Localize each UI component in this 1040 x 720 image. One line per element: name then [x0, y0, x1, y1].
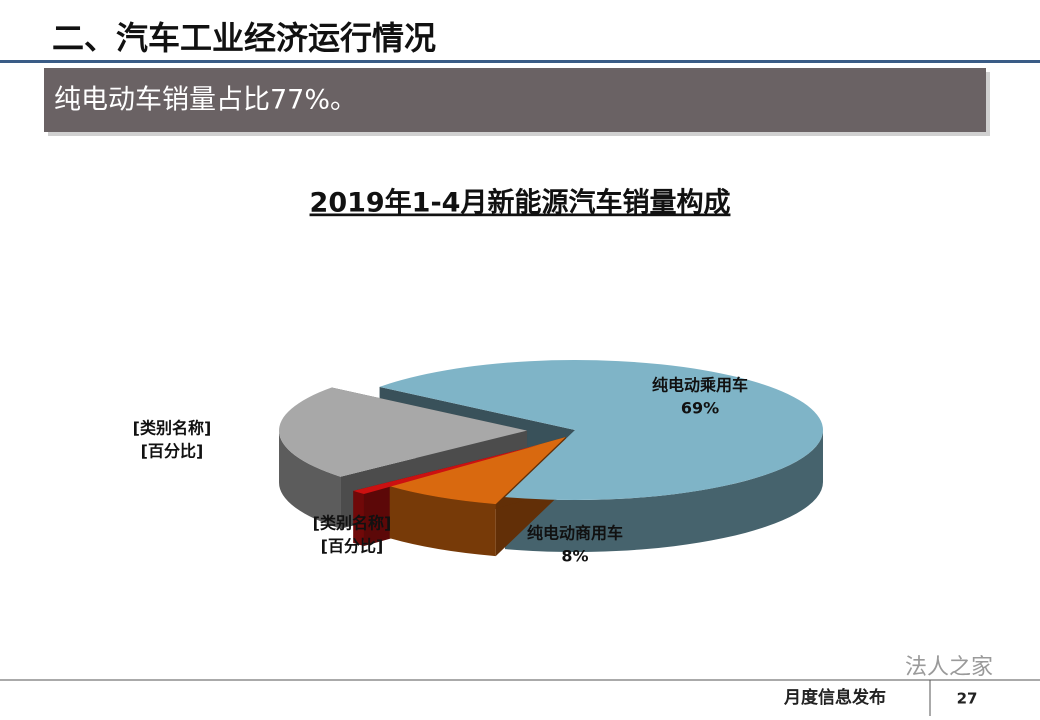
page-number: 27	[957, 690, 978, 708]
slice-side	[389, 486, 496, 557]
title-rule	[0, 60, 1040, 63]
footer-text: 月度信息发布	[783, 687, 886, 708]
slice-value-label: 69%	[681, 399, 719, 418]
slice-value-label: [百分比]	[321, 537, 384, 556]
slice-category-label: [类别名称]	[133, 419, 212, 438]
slice-category-label: 纯电动乘用车	[652, 376, 748, 395]
slice-side	[353, 490, 364, 547]
slice-category-label: [类别名称]	[313, 514, 392, 533]
slide-title: 二、汽车工业经济运行情况	[52, 19, 436, 57]
slice-side	[504, 430, 823, 552]
watermark: 法人之家	[905, 655, 993, 680]
banner-text: 纯电动车销量占比77%。	[54, 85, 357, 116]
slice	[353, 444, 540, 495]
slice	[379, 359, 823, 500]
banner	[44, 68, 986, 132]
slice-category-label: 纯电动商用车	[527, 524, 623, 543]
chart-title: 2019年1-4月新能源汽车销量构成	[310, 187, 731, 219]
slice	[279, 387, 528, 477]
slice-value-label: [百分比]	[141, 442, 204, 461]
slice	[389, 436, 566, 505]
pie-chart: 纯电动乘用车 69% 纯电动商用车 8% [类别名称] [百分比] [类别名称] [百分比]	[133, 359, 823, 566]
slice-value-label: 8%	[561, 547, 588, 566]
slice-side	[279, 430, 341, 529]
